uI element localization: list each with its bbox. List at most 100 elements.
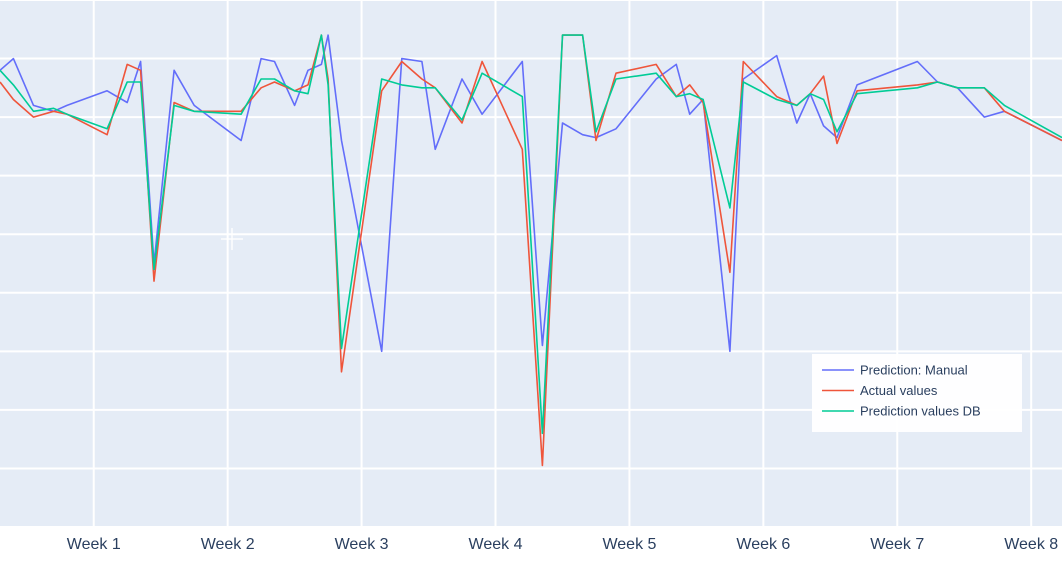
data-point[interactable] bbox=[1003, 110, 1005, 112]
data-point[interactable] bbox=[307, 93, 309, 95]
data-point[interactable] bbox=[260, 78, 262, 80]
series-line[interactable] bbox=[0, 34, 1062, 435]
data-point[interactable] bbox=[582, 34, 584, 36]
data-point[interactable] bbox=[126, 63, 128, 65]
data-point[interactable] bbox=[957, 87, 959, 89]
data-point[interactable] bbox=[823, 99, 825, 101]
data-point[interactable] bbox=[823, 125, 825, 127]
data-point[interactable] bbox=[307, 69, 309, 71]
data-point[interactable] bbox=[173, 101, 175, 103]
data-point[interactable] bbox=[983, 116, 985, 118]
series-prediction-values-db[interactable] bbox=[0, 34, 1062, 435]
data-point[interactable] bbox=[106, 128, 108, 130]
data-point[interactable] bbox=[729, 350, 731, 352]
data-point[interactable] bbox=[521, 148, 523, 150]
data-point[interactable] bbox=[916, 84, 918, 86]
data-point[interactable] bbox=[401, 60, 403, 62]
data-point[interactable] bbox=[381, 78, 383, 80]
data-point[interactable] bbox=[809, 93, 811, 95]
data-point[interactable] bbox=[401, 58, 403, 60]
data-point[interactable] bbox=[742, 60, 744, 62]
data-point[interactable] bbox=[66, 113, 68, 115]
data-point[interactable] bbox=[320, 63, 322, 65]
data-point[interactable] bbox=[53, 110, 55, 112]
data-point[interactable] bbox=[274, 60, 276, 62]
data-point[interactable] bbox=[675, 96, 677, 98]
data-point[interactable] bbox=[341, 140, 343, 142]
data-point[interactable] bbox=[32, 110, 34, 112]
data-point[interactable] bbox=[1003, 104, 1005, 106]
data-point[interactable] bbox=[66, 104, 68, 106]
data-point[interactable] bbox=[32, 104, 34, 106]
legend[interactable]: Prediction: Manual Actual values Predictio… bbox=[812, 354, 1022, 432]
data-point[interactable] bbox=[381, 350, 383, 352]
data-point[interactable] bbox=[401, 84, 403, 86]
data-point[interactable] bbox=[615, 128, 617, 130]
data-point[interactable] bbox=[823, 75, 825, 77]
data-point[interactable] bbox=[836, 142, 838, 144]
data-point[interactable] bbox=[12, 58, 14, 60]
data-point[interactable] bbox=[260, 87, 262, 89]
data-point[interactable] bbox=[776, 96, 778, 98]
data-point[interactable] bbox=[240, 113, 242, 115]
data-point[interactable] bbox=[421, 78, 423, 80]
data-point[interactable] bbox=[106, 90, 108, 92]
data-point[interactable] bbox=[983, 87, 985, 89]
data-point[interactable] bbox=[856, 93, 858, 95]
data-point[interactable] bbox=[561, 34, 563, 36]
data-point[interactable] bbox=[836, 131, 838, 133]
data-point[interactable] bbox=[126, 81, 128, 83]
data-point[interactable] bbox=[421, 87, 423, 89]
data-point[interactable] bbox=[193, 110, 195, 112]
data-point[interactable] bbox=[655, 63, 657, 65]
series-line[interactable] bbox=[0, 34, 1062, 467]
data-point[interactable] bbox=[173, 69, 175, 71]
data-point[interactable] bbox=[173, 104, 175, 106]
data-point[interactable] bbox=[461, 122, 463, 124]
data-point[interactable] bbox=[561, 122, 563, 124]
data-point[interactable] bbox=[481, 60, 483, 62]
data-point[interactable] bbox=[260, 58, 262, 60]
data-point[interactable] bbox=[742, 81, 744, 83]
data-point[interactable] bbox=[936, 81, 938, 83]
data-point[interactable] bbox=[582, 134, 584, 136]
data-point[interactable] bbox=[381, 90, 383, 92]
data-point[interactable] bbox=[689, 93, 691, 95]
data-point[interactable] bbox=[655, 72, 657, 74]
data-point[interactable] bbox=[294, 90, 296, 92]
data-point[interactable] bbox=[655, 78, 657, 80]
data-point[interactable] bbox=[481, 113, 483, 115]
data-point[interactable] bbox=[32, 116, 34, 118]
data-point[interactable] bbox=[434, 148, 436, 150]
data-point[interactable] bbox=[856, 90, 858, 92]
data-point[interactable] bbox=[307, 84, 309, 86]
data-point[interactable] bbox=[294, 104, 296, 106]
data-point[interactable] bbox=[481, 72, 483, 74]
data-point[interactable] bbox=[521, 96, 523, 98]
data-point[interactable] bbox=[126, 101, 128, 103]
data-point[interactable] bbox=[689, 113, 691, 115]
data-point[interactable] bbox=[796, 104, 798, 106]
data-point[interactable] bbox=[140, 81, 142, 83]
data-point[interactable] bbox=[675, 63, 677, 65]
data-point[interactable] bbox=[12, 99, 14, 101]
data-point[interactable] bbox=[702, 99, 704, 101]
data-point[interactable] bbox=[240, 140, 242, 142]
legend-item[interactable]: Actual values bbox=[822, 383, 938, 398]
data-point[interactable] bbox=[916, 60, 918, 62]
data-point[interactable] bbox=[327, 34, 329, 36]
data-point[interactable] bbox=[595, 140, 597, 142]
data-point[interactable] bbox=[541, 432, 543, 434]
data-point[interactable] bbox=[53, 107, 55, 109]
data-point[interactable] bbox=[461, 78, 463, 80]
data-point[interactable] bbox=[106, 134, 108, 136]
data-point[interactable] bbox=[274, 81, 276, 83]
data-point[interactable] bbox=[541, 465, 543, 467]
data-point[interactable] bbox=[12, 84, 14, 86]
data-point[interactable] bbox=[140, 69, 142, 71]
data-point[interactable] bbox=[153, 268, 155, 270]
data-point[interactable] bbox=[689, 84, 691, 86]
data-point[interactable] bbox=[776, 99, 778, 101]
data-point[interactable] bbox=[274, 78, 276, 80]
data-point[interactable] bbox=[729, 271, 731, 273]
